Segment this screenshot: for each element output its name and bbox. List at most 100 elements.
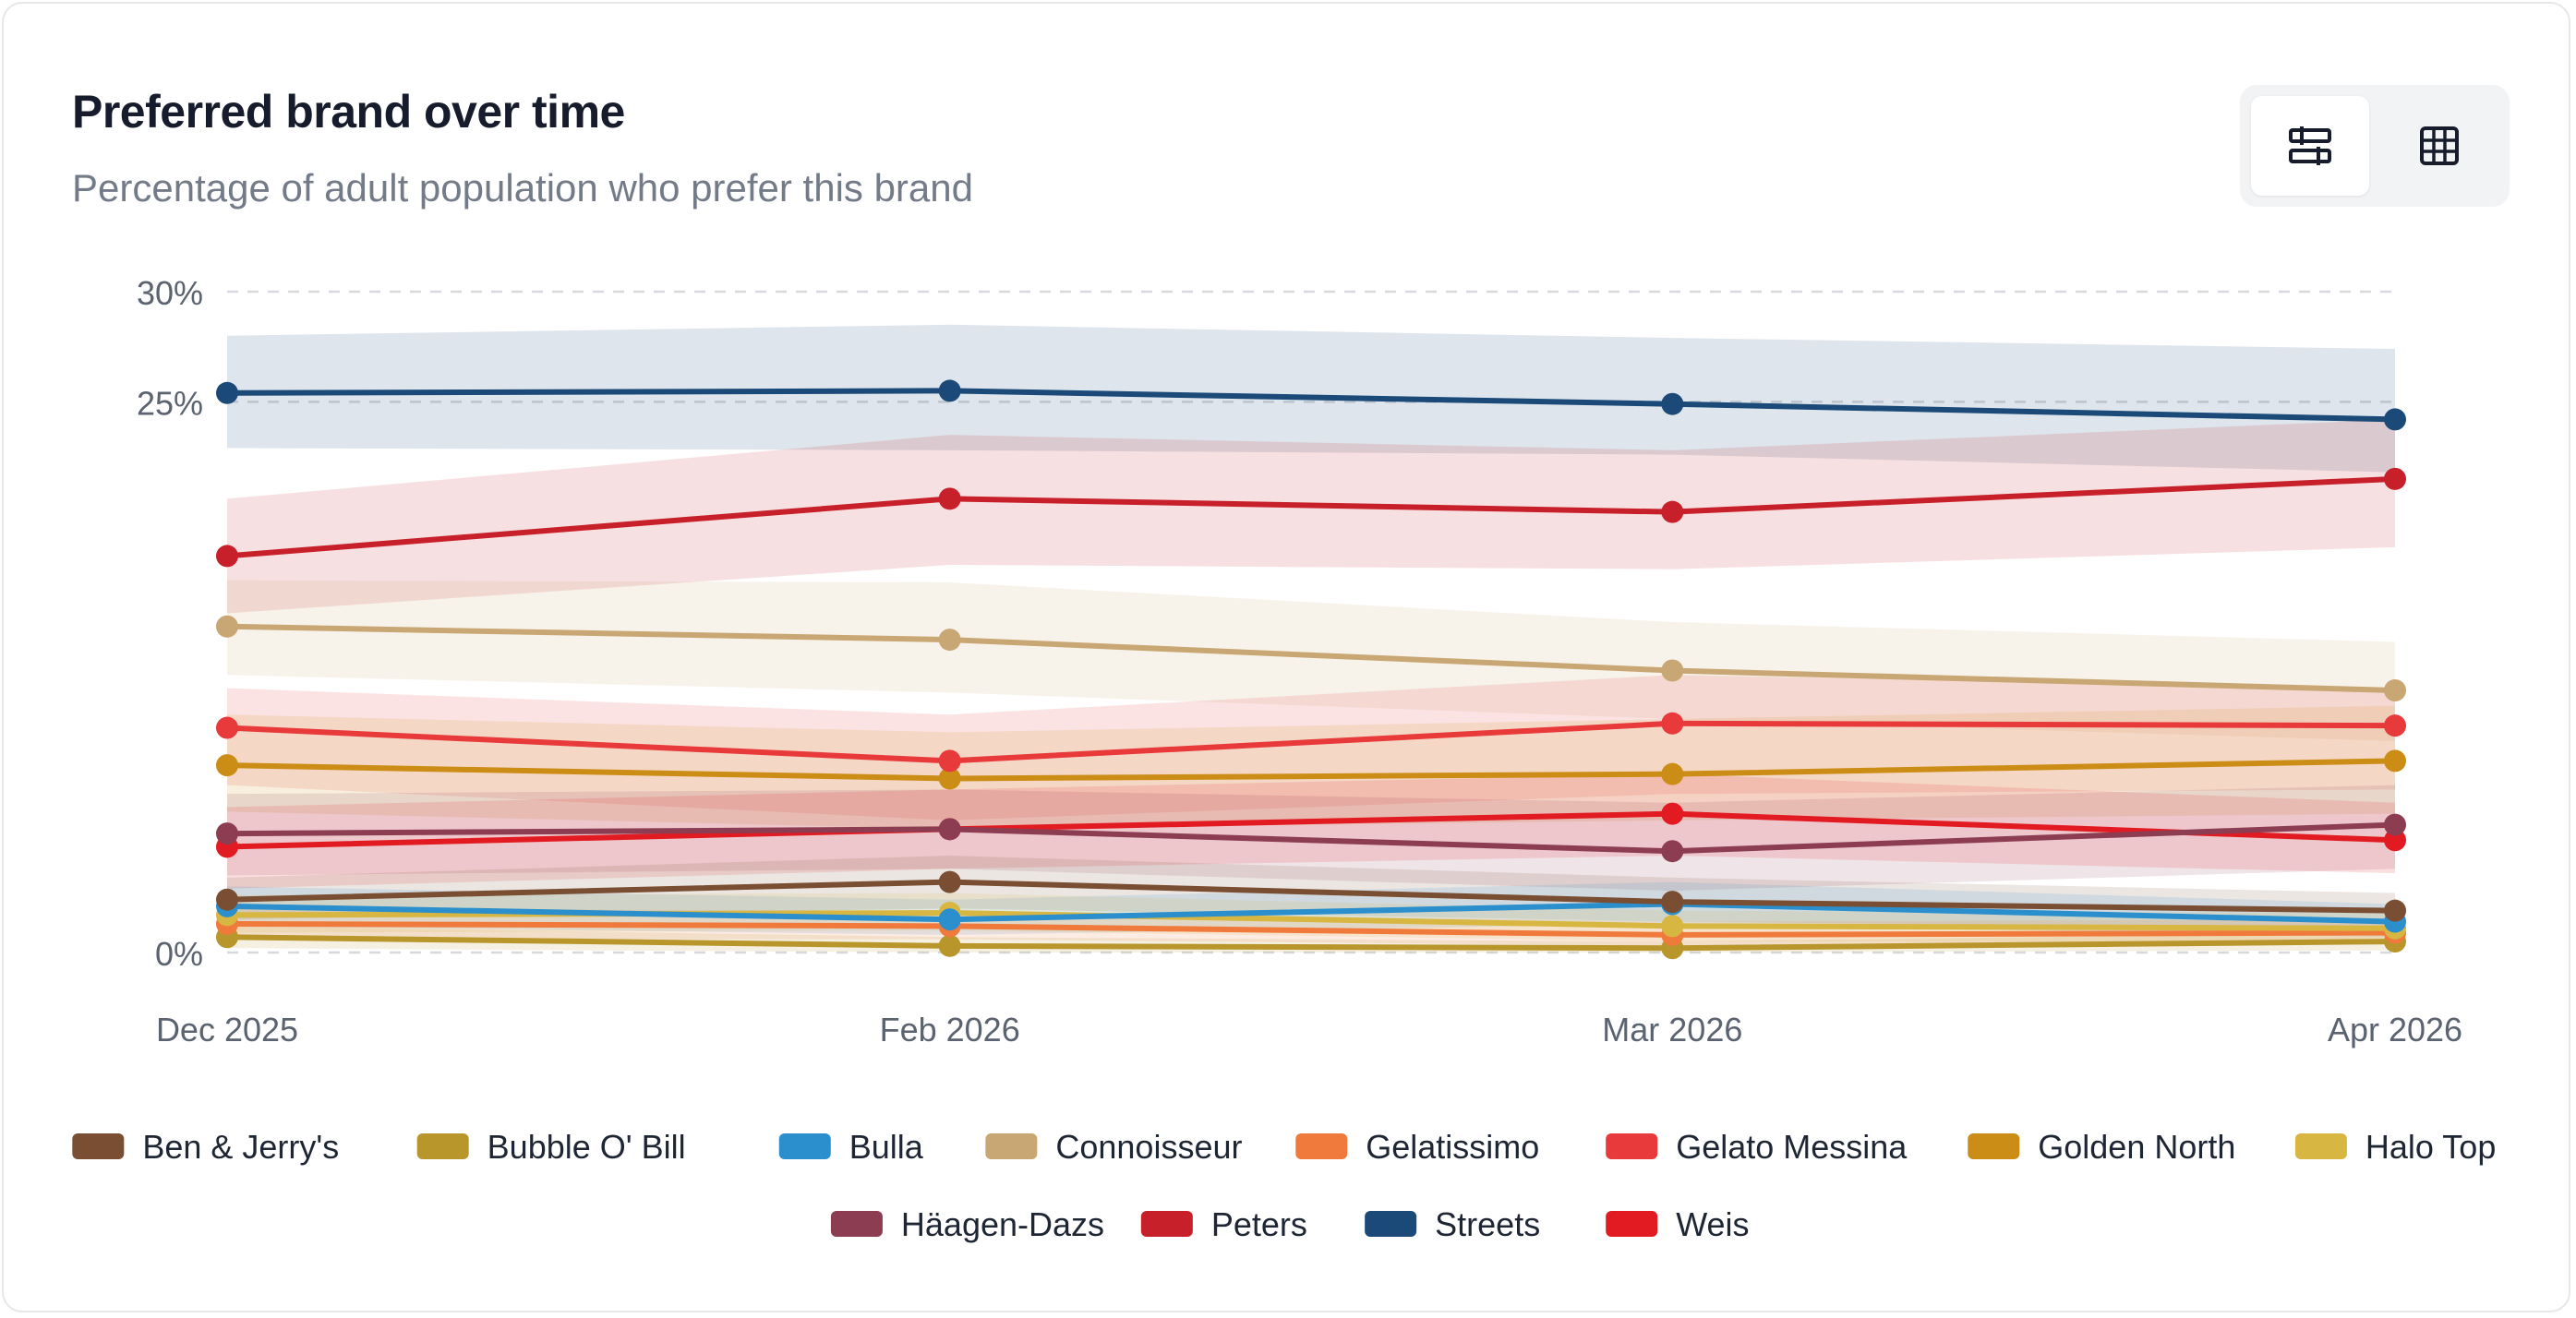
brand-logo-icon	[1968, 1133, 2020, 1159]
data-point-golden-north[interactable]	[2384, 749, 2406, 773]
data-point-halo-top[interactable]	[1661, 915, 1684, 938]
view-toggle	[2240, 85, 2510, 207]
legend-item-golden-north[interactable]: Golden North	[1968, 1128, 2235, 1166]
data-point-streets[interactable]	[2384, 408, 2406, 431]
data-point-gelato-messina[interactable]	[1661, 712, 1684, 735]
data-point-streets[interactable]	[1661, 392, 1684, 415]
y-tick-label: 0%	[155, 935, 203, 973]
legend-label: Peters	[1211, 1205, 1307, 1243]
band-peters	[227, 419, 2395, 614]
data-point-peters[interactable]	[2384, 467, 2406, 490]
brand-logo-icon	[1365, 1211, 1417, 1237]
legend-item-streets[interactable]: Streets	[1365, 1205, 1540, 1243]
data-point-weis[interactable]	[1661, 802, 1684, 825]
legend-item-peters[interactable]: Peters	[1140, 1205, 1307, 1243]
series-line-weis[interactable]	[226, 810, 2396, 850]
legend-label: Häagen-Dazs	[901, 1205, 1104, 1243]
band-weis	[227, 773, 2395, 889]
chart-view-button[interactable]	[2251, 96, 2369, 196]
series-line-bubble-o-bill[interactable]	[226, 934, 2396, 952]
data-point-gelato-messina[interactable]	[938, 749, 961, 773]
data-point-h-agen-dazs[interactable]	[938, 818, 961, 841]
chart-view-icon	[2289, 126, 2331, 165]
data-point-h-agen-dazs[interactable]	[1661, 840, 1684, 863]
series-line-bulla[interactable]	[226, 901, 2396, 925]
brand-logo-icon	[1606, 1133, 1658, 1159]
legend-item-weis[interactable]: Weis	[1606, 1205, 1750, 1243]
data-point-h-agen-dazs[interactable]	[216, 822, 238, 845]
band-gelato-messina	[227, 675, 2395, 821]
legend-item-bubble-o-bill[interactable]: Bubble O' Bill	[416, 1128, 686, 1166]
series-line-peters[interactable]	[226, 475, 2396, 559]
axis-labels: 0% 25% 30% Dec 2025 Feb 2026 Mar 2026 Apr 2026	[137, 274, 2462, 1048]
legend-label: Streets	[1435, 1205, 1540, 1243]
y-tick-label: 25%	[137, 384, 203, 422]
data-point-bulla[interactable]	[938, 908, 961, 931]
band-golden-north	[227, 705, 2395, 830]
legend-item-connoisseur[interactable]: Connoisseur	[985, 1128, 1242, 1166]
x-tick-label: Dec 2025	[156, 1011, 298, 1048]
table-view-button[interactable]	[2380, 96, 2498, 196]
data-point-golden-north[interactable]	[216, 754, 238, 777]
legend-item-ben-jerry-s[interactable]: Ben & Jerry's	[72, 1128, 339, 1166]
data-point-connoisseur[interactable]	[216, 615, 238, 638]
chart-title: Preferred brand over time	[72, 86, 625, 138]
chart-subtitle: Percentage of adult population who prefe…	[72, 166, 973, 210]
data-point-streets[interactable]	[938, 379, 961, 402]
series-lines	[226, 388, 2396, 952]
legend-label: Gelato Messina	[1676, 1128, 1908, 1166]
data-point-golden-north[interactable]	[1661, 762, 1684, 785]
data-point-gelato-messina[interactable]	[2384, 714, 2406, 737]
data-point-streets[interactable]	[216, 381, 238, 404]
legend-item-gelato-messina[interactable]: Gelato Messina	[1606, 1128, 1908, 1166]
data-point-ben-jerry-s[interactable]	[2384, 899, 2406, 922]
series-line-ben-jerry-s[interactable]	[226, 879, 2396, 914]
data-point-connoisseur[interactable]	[1661, 659, 1684, 682]
confidence-bands	[227, 324, 2395, 953]
series-line-streets[interactable]	[226, 388, 2396, 423]
brand-logo-icon	[1606, 1211, 1658, 1237]
x-tick-label: Apr 2026	[2328, 1011, 2462, 1048]
data-point-ben-jerry-s[interactable]	[216, 888, 238, 911]
legend-item-bulla[interactable]: Bulla	[778, 1128, 924, 1166]
x-tick-label: Feb 2026	[880, 1011, 1020, 1048]
data-point-connoisseur[interactable]	[938, 629, 961, 652]
series-line-h-agen-dazs[interactable]	[226, 821, 2396, 855]
series-points	[216, 379, 2406, 960]
brand-logo-icon	[778, 1133, 831, 1159]
series-line-gelatissimo[interactable]	[226, 920, 2396, 938]
data-point-gelato-messina[interactable]	[216, 716, 238, 739]
data-point-peters[interactable]	[1661, 500, 1684, 523]
y-tick-label: 30%	[137, 274, 203, 312]
legend-label: Golden North	[2038, 1128, 2235, 1166]
series-line-connoisseur[interactable]	[226, 623, 2396, 693]
legend-item-h-agen-dazs[interactable]: Häagen-Dazs	[830, 1205, 1104, 1243]
brand-logo-icon	[985, 1133, 1038, 1159]
data-point-golden-north[interactable]	[938, 767, 961, 790]
data-point-weis[interactable]	[2384, 829, 2406, 852]
table-view-icon	[2420, 126, 2459, 165]
x-tick-label: Mar 2026	[1602, 1011, 1742, 1048]
legend-label: Weis	[1676, 1205, 1749, 1243]
legend-item-halo-top[interactable]: Halo Top	[2294, 1128, 2496, 1166]
brand-logo-icon	[830, 1211, 883, 1237]
series-line-gelato-messina[interactable]	[226, 720, 2396, 764]
data-point-ben-jerry-s[interactable]	[1661, 891, 1684, 914]
data-point-h-agen-dazs[interactable]	[2384, 813, 2406, 836]
data-point-ben-jerry-s[interactable]	[938, 870, 961, 893]
legend-label: Gelatissimo	[1366, 1128, 1539, 1166]
band-connoisseur	[227, 580, 2395, 741]
series-line-golden-north[interactable]	[226, 758, 2396, 782]
data-point-peters[interactable]	[216, 545, 238, 568]
legend-item-gelatissimo[interactable]: Gelatissimo	[1295, 1128, 1539, 1166]
legend-label: Bulla	[849, 1128, 924, 1166]
brand-logo-icon	[416, 1133, 469, 1159]
data-point-connoisseur[interactable]	[2384, 678, 2406, 701]
data-point-peters[interactable]	[938, 487, 961, 510]
legend-label: Bubble O' Bill	[488, 1128, 686, 1166]
grid-lines	[227, 290, 2395, 954]
data-point-bubble-o-bill[interactable]	[938, 934, 961, 957]
brand-logo-icon	[2294, 1133, 2347, 1159]
